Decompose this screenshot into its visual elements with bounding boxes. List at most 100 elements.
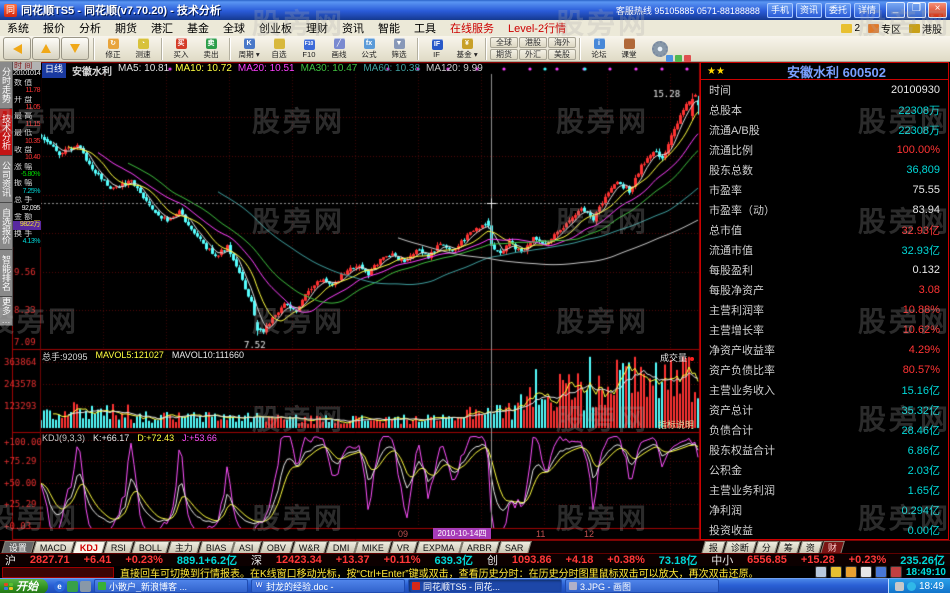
- f10-row-16: 资产总计 35.32亿: [701, 400, 948, 420]
- settings-gear-icon[interactable]: [652, 40, 668, 57]
- hk-link[interactable]: 港股: [922, 24, 942, 36]
- start-button[interactable]: 开始: [0, 578, 48, 593]
- sidebar-tab-自选报价[interactable]: 自选报价: [0, 203, 13, 250]
- kline-chart-canvas[interactable]: [0, 62, 700, 540]
- bell-icon[interactable]: [829, 566, 842, 578]
- restore-button[interactable]: ❐: [907, 2, 926, 18]
- f10-label-1: 总股本: [709, 105, 742, 117]
- info-value-2: 11.05: [25, 103, 41, 111]
- mini-button-港股[interactable]: 港股: [519, 37, 547, 48]
- index-pct-3: +0.23%: [848, 554, 887, 566]
- menu-item-3[interactable]: 期货: [115, 23, 137, 35]
- mini-button-海外[interactable]: 海外: [548, 37, 576, 48]
- toolbar-button-公式[interactable]: fx 公式: [361, 37, 377, 59]
- toolbar-button-自选[interactable]: 自选: [264, 37, 294, 61]
- smiley-icon[interactable]: [844, 566, 857, 578]
- info-value-9: 9822万: [13, 221, 41, 230]
- price-pane-header: 日线 安徽水利 MA5: 10.81 MA10: 10.72 MA20: 10.51…: [42, 63, 483, 78]
- chat-icon[interactable]: [814, 566, 827, 578]
- split-red-icon[interactable]: [684, 55, 691, 62]
- menu-item-5[interactable]: 基金: [187, 23, 209, 35]
- menu-item-11[interactable]: 工具: [414, 23, 436, 35]
- f10-label-0: 时间: [709, 85, 731, 97]
- f10-label-8: 流通市值: [709, 245, 753, 257]
- up-arrow-button[interactable]: [32, 37, 60, 60]
- toolbar-button-IF[interactable]: IF IF: [422, 37, 452, 61]
- sidebar-tab-分时走势[interactable]: 分时走势: [0, 62, 13, 109]
- toolbar-button-买入[interactable]: 买买入: [173, 37, 189, 59]
- title-button-3[interactable]: 详情: [853, 2, 880, 18]
- menu-item-0[interactable]: 系统: [7, 23, 29, 35]
- hk-stock-icon[interactable]: [909, 23, 920, 33]
- menu-item-12[interactable]: 在线服务: [450, 23, 494, 35]
- printer-tray-icon[interactable]: [894, 581, 904, 591]
- menu-item-4[interactable]: 港汇: [151, 23, 173, 35]
- toolbar-button-画线[interactable]: ╱ 画线: [331, 37, 347, 59]
- mini-button-外汇[interactable]: 外汇: [519, 49, 547, 60]
- mini-button-美股[interactable]: 美股: [548, 49, 576, 60]
- menu-item-7[interactable]: 创业板: [259, 23, 292, 35]
- title-button-0[interactable]: 手机: [766, 2, 793, 18]
- signal-icon[interactable]: [889, 566, 902, 578]
- f10-value-19: 2.03亿: [907, 465, 940, 477]
- sidebar-tab-智能排名[interactable]: 智能排名: [0, 250, 13, 297]
- mail-count[interactable]: 2: [854, 22, 860, 34]
- sidebar-tab-技术分析[interactable]: 技术分析: [0, 109, 13, 156]
- split-green-icon[interactable]: [675, 55, 682, 62]
- taskbar-task-1[interactable]: W 封龙的经验.doc -: [251, 579, 405, 593]
- menu-item-10[interactable]: 智能: [378, 23, 400, 35]
- taskbar-task-2[interactable]: 同花顺TS5 - 同花...: [408, 579, 562, 593]
- mini-button-期货[interactable]: 期货: [490, 49, 518, 60]
- message-icon[interactable]: [859, 566, 872, 578]
- toolbar-button-课堂[interactable]: 课堂: [614, 37, 644, 61]
- stock-title: 安徽水利 600502: [786, 64, 886, 80]
- title-button-2[interactable]: 委托: [824, 2, 851, 18]
- menu-item-9[interactable]: 资讯: [342, 23, 364, 35]
- home-zone-icon[interactable]: [868, 23, 879, 33]
- buy-icon: 买: [175, 37, 187, 49]
- sidebar-tab-更多…[interactable]: 更多…: [0, 297, 13, 326]
- toolbar-button-筛选[interactable]: ▼ 筛选: [391, 37, 407, 59]
- network-tray-icon[interactable]: [906, 581, 916, 591]
- mail-icon[interactable]: [874, 566, 887, 578]
- back-arrow-button[interactable]: [3, 37, 31, 60]
- close-button[interactable]: ×: [928, 2, 947, 18]
- toolbar-button-F10[interactable]: F10 F10: [302, 38, 316, 59]
- period-chip[interactable]: 日线: [42, 63, 67, 78]
- hint-text: 直接回车可切换到行情报表。在K线窗口移动光标，按“Ctrl+Enter”键或双击…: [120, 568, 759, 580]
- indicator-note-link[interactable]: 指标说明: [657, 420, 694, 430]
- toolbar-button-论坛[interactable]: i 论坛: [591, 37, 607, 59]
- show-desktop-icon[interactable]: [80, 580, 91, 592]
- minimize-button[interactable]: _: [886, 2, 905, 18]
- toolbar-button-周期[interactable]: K 周期 ▾: [238, 37, 260, 59]
- taskbar-task-3[interactable]: 3.JPG - 画图: [565, 579, 719, 593]
- classroom-icon: [623, 37, 635, 49]
- ie-quicklaunch-icon[interactable]: e: [54, 580, 65, 592]
- menu-item-8[interactable]: 理财: [306, 23, 328, 35]
- ticker-box: [2, 566, 114, 578]
- info-label-1: 数 值: [14, 78, 33, 87]
- split-blue-icon[interactable]: [666, 55, 673, 62]
- toolbar-button-测速[interactable]: ◔ 测速: [135, 37, 151, 59]
- taskbar-task-0[interactable]: 小散户_新浪博客 ...: [94, 579, 248, 593]
- menu-item-13[interactable]: Level-2行情: [508, 23, 567, 35]
- down-arrow-button[interactable]: [61, 37, 89, 60]
- sidebar-tab-公司资讯[interactable]: 公司资讯: [0, 156, 13, 203]
- toolbar-button-修正[interactable]: ↻ 修正: [105, 37, 121, 59]
- zone-link[interactable]: 专区: [881, 24, 901, 36]
- toolbar: ↻ 修正 ◔ 测速 买买入卖卖出 K 周期 ▾ 自选 F10 F10 ╱ 画线 fx 公式 ▼ 筛选 IF IF ¥…: [0, 36, 950, 62]
- mail-icon[interactable]: [841, 23, 853, 33]
- title-button-1[interactable]: 资讯: [795, 2, 822, 18]
- menu-item-2[interactable]: 分析: [79, 23, 101, 35]
- mavol5-label: MAVOL5:121027: [95, 350, 164, 360]
- stock-header: ★★ 安徽水利 600502: [701, 63, 948, 80]
- toolbar-button-基金[interactable]: ¥ 基金 ▾: [456, 37, 478, 59]
- f10-label-7: 总市值: [709, 225, 742, 237]
- mini-button-全球[interactable]: 全球: [490, 37, 518, 48]
- menu-item-6[interactable]: 全球: [223, 23, 245, 35]
- left-tab-strip: 分时走势 技术分析 公司资讯 自选报价 智能排名 更多…: [0, 62, 13, 326]
- toolbar-button-卖出[interactable]: 卖卖出: [203, 37, 219, 59]
- stock-name-label: 安徽水利: [72, 67, 113, 78]
- menu-item-1[interactable]: 报价: [43, 23, 65, 35]
- media-quicklaunch-icon[interactable]: [67, 580, 78, 592]
